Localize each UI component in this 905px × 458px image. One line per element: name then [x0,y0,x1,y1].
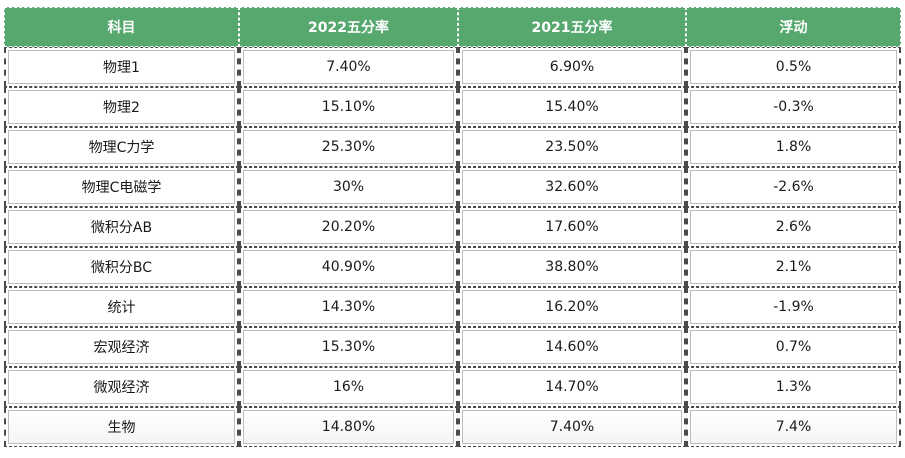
header-change: 浮动 [686,7,901,47]
cell-2021-rate: 14.70% [458,367,686,407]
table-body: 物理1 7.40% 6.90% 0.5% 物理2 15.10% 15.40% -… [4,47,901,447]
cell-2021-rate: 16.20% [458,287,686,327]
cell-2022-rate: 14.30% [239,287,458,327]
cell-subject: 物理2 [4,87,239,127]
cell-2021-rate: 38.80% [458,247,686,287]
cell-2022-rate: 15.30% [239,327,458,367]
cell-2021-rate: 15.40% [458,87,686,127]
cell-change: -2.6% [686,167,901,207]
cell-change: -1.9% [686,287,901,327]
cell-subject: 微观经济 [4,367,239,407]
table-row: 微积分BC 40.90% 38.80% 2.1% [4,247,901,287]
cell-2022-rate: 7.40% [239,47,458,87]
header-subject: 科目 [4,7,239,47]
cell-2022-rate: 25.30% [239,127,458,167]
cell-2021-rate: 32.60% [458,167,686,207]
cell-2021-rate: 23.50% [458,127,686,167]
table-row: 物理C力学 25.30% 23.50% 1.8% [4,127,901,167]
cell-subject: 物理C力学 [4,127,239,167]
cell-2022-rate: 20.20% [239,207,458,247]
cell-change: 0.5% [686,47,901,87]
table-row: 生物 14.80% 7.40% 7.4% [4,407,901,447]
header-row: 科目 2022五分率 2021五分率 浮动 [4,7,901,47]
cell-change: 0.7% [686,327,901,367]
score-table-container: 科目 2022五分率 2021五分率 浮动 物理1 7.40% 6.90% 0.… [4,7,901,447]
cell-subject: 物理C电磁学 [4,167,239,207]
table-header: 科目 2022五分率 2021五分率 浮动 [4,7,901,47]
cell-change: 1.8% [686,127,901,167]
table-row: 微积分AB 20.20% 17.60% 2.6% [4,207,901,247]
cell-change: 2.1% [686,247,901,287]
cell-subject: 微积分AB [4,207,239,247]
cell-2022-rate: 14.80% [239,407,458,447]
table-row: 物理C电磁学 30% 32.60% -2.6% [4,167,901,207]
cell-2022-rate: 16% [239,367,458,407]
cell-2021-rate: 14.60% [458,327,686,367]
cell-2021-rate: 6.90% [458,47,686,87]
table-row: 统计 14.30% 16.20% -1.9% [4,287,901,327]
cell-subject: 微积分BC [4,247,239,287]
cell-subject: 物理1 [4,47,239,87]
cell-2021-rate: 17.60% [458,207,686,247]
cell-subject: 统计 [4,287,239,327]
cell-2022-rate: 40.90% [239,247,458,287]
cell-change: 1.3% [686,367,901,407]
cell-subject: 宏观经济 [4,327,239,367]
cell-change: 7.4% [686,407,901,447]
cell-subject: 生物 [4,407,239,447]
table-row: 物理1 7.40% 6.90% 0.5% [4,47,901,87]
table-row: 宏观经济 15.30% 14.60% 0.7% [4,327,901,367]
table-row: 物理2 15.10% 15.40% -0.3% [4,87,901,127]
cell-2021-rate: 7.40% [458,407,686,447]
score-table: 科目 2022五分率 2021五分率 浮动 物理1 7.40% 6.90% 0.… [4,7,901,447]
header-2021-rate: 2021五分率 [458,7,686,47]
cell-2022-rate: 30% [239,167,458,207]
cell-change: -0.3% [686,87,901,127]
table-row: 微观经济 16% 14.70% 1.3% [4,367,901,407]
header-2022-rate: 2022五分率 [239,7,458,47]
cell-change: 2.6% [686,207,901,247]
cell-2022-rate: 15.10% [239,87,458,127]
